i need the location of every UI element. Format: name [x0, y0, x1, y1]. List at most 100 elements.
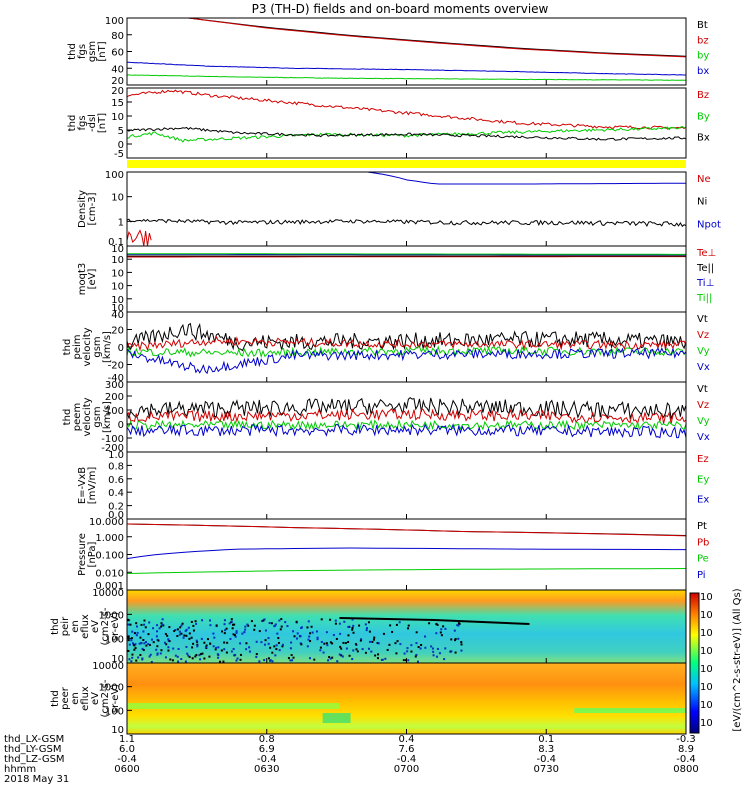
y-tick-label: 40	[111, 310, 124, 321]
spectrogram-speck	[232, 627, 234, 629]
spectrogram-speck	[237, 657, 239, 659]
spectrogram-speck	[326, 631, 328, 633]
spectrogram-speck	[329, 619, 331, 621]
spectrogram-speck	[155, 649, 157, 651]
spectrogram-speck	[270, 659, 272, 661]
spectrogram-speck	[460, 650, 462, 652]
y-tick-label: 15	[111, 98, 124, 109]
spectrogram-speck	[178, 648, 180, 650]
spectrogram-speck	[281, 626, 283, 628]
spectrogram-speck	[394, 642, 396, 644]
spectrogram-speck	[180, 625, 182, 627]
spectrogram-speck	[277, 637, 279, 639]
legend-entry: by	[697, 51, 709, 62]
spectrogram-speck	[168, 626, 170, 628]
legend-entry: Pi	[697, 570, 706, 581]
figure-title: P3 (TH-D) fields and on-board moments ov…	[252, 2, 549, 16]
spectrogram-speck	[333, 634, 335, 636]
spectrogram-speck	[276, 644, 278, 646]
spectrogram-speck	[339, 646, 341, 648]
series-line-Vz	[127, 409, 686, 424]
spectrogram-speck	[355, 648, 357, 650]
spectrogram-speck	[320, 647, 322, 649]
spectrogram-speck	[236, 630, 238, 632]
spectrogram-speck	[141, 658, 143, 660]
spectrogram-speck	[377, 657, 379, 659]
spectrogram-speck	[399, 621, 401, 623]
spectrogram-speck	[399, 643, 401, 645]
y-tick-label: 300	[105, 380, 124, 391]
spectrogram-speck	[317, 637, 319, 639]
spectrogram-speck	[309, 657, 311, 659]
spectrogram-speck	[235, 660, 237, 662]
spectrogram-speck	[420, 647, 422, 649]
spectrogram-speck	[201, 638, 203, 640]
spectrogram-speck	[331, 642, 333, 644]
spectrogram-speck	[300, 635, 302, 637]
spectrogram-speck	[191, 646, 193, 648]
spectrogram-speck	[259, 630, 261, 632]
spectrogram-speck	[373, 637, 375, 639]
spectrogram-speck	[415, 642, 417, 644]
spectrogram-speck	[226, 642, 228, 644]
spectrogram-speck	[224, 623, 226, 625]
spectrogram-speck	[345, 642, 347, 644]
spectrogram-speck	[357, 650, 359, 652]
spectrogram-speck	[147, 633, 149, 635]
spectrogram-speck	[369, 631, 371, 633]
spectrogram-speck	[457, 638, 459, 640]
spectrogram-speck	[233, 648, 235, 650]
spectrogram-speck	[131, 654, 133, 656]
legend-entry: Pt	[697, 521, 707, 532]
spectrogram-speck	[167, 638, 169, 640]
y-tick-label: 10000	[92, 588, 124, 599]
spectrogram-speck	[164, 642, 166, 644]
spectrogram-speck	[209, 619, 211, 621]
spectrogram-speck	[339, 633, 341, 635]
spectrogram-speck	[222, 661, 224, 663]
spectrogram-speck	[435, 632, 437, 634]
spectrogram-speck	[156, 630, 158, 632]
series-line-Pi	[127, 548, 686, 559]
spectrogram-speck	[273, 645, 275, 647]
spectrogram-speck	[128, 624, 130, 626]
spectrogram-speck	[264, 644, 266, 646]
spectrogram-speck	[373, 639, 375, 641]
spectrogram-speck	[291, 654, 293, 656]
series-line-Npot	[367, 172, 686, 184]
spectrogram-speck	[460, 641, 462, 643]
spectrogram-speck	[160, 652, 162, 654]
legend-entry: Te||	[696, 263, 714, 274]
series-line-bz	[189, 18, 687, 57]
legend-entry: Ti⊥	[696, 278, 714, 289]
spectrogram-speck	[180, 633, 182, 635]
spectrogram-speck	[224, 632, 226, 634]
y-axis-label: [cm-3]	[87, 192, 98, 225]
spectrogram-speck	[437, 648, 439, 650]
spectrogram-speck	[217, 646, 219, 648]
spectrogram-speck	[207, 638, 209, 640]
spectrogram-speck	[335, 620, 337, 622]
spectrogram-speck	[349, 655, 351, 657]
series-line-Ne	[127, 231, 151, 247]
spectrogram-speck	[455, 638, 457, 640]
spectrogram-speck	[135, 647, 137, 649]
spectrogram-speck	[437, 624, 439, 626]
spectrogram-speck	[176, 635, 178, 637]
spectrogram-speck	[410, 644, 412, 646]
spectrogram-speck	[300, 643, 302, 645]
spectrogram-speck	[224, 629, 226, 631]
spectrogram-speck	[439, 652, 441, 654]
y-tick-label: 0.010	[95, 568, 124, 579]
y-tick-label: 100	[105, 706, 124, 717]
y-tick-label: 0.4	[108, 488, 124, 499]
spectrogram-speck	[203, 642, 205, 644]
panel-8: Pressure[nPa]PtPbPePi10.0001.0000.1000.0…	[77, 517, 709, 592]
spectrogram-speck	[424, 647, 426, 649]
y-tick-label: 20	[111, 326, 124, 337]
spectrogram-speck	[186, 653, 188, 655]
spectrogram-speck	[407, 627, 409, 629]
spectrogram-speck	[256, 653, 258, 655]
y-tick-label: 10	[111, 193, 124, 204]
legend-entry: Te⊥	[696, 248, 716, 259]
